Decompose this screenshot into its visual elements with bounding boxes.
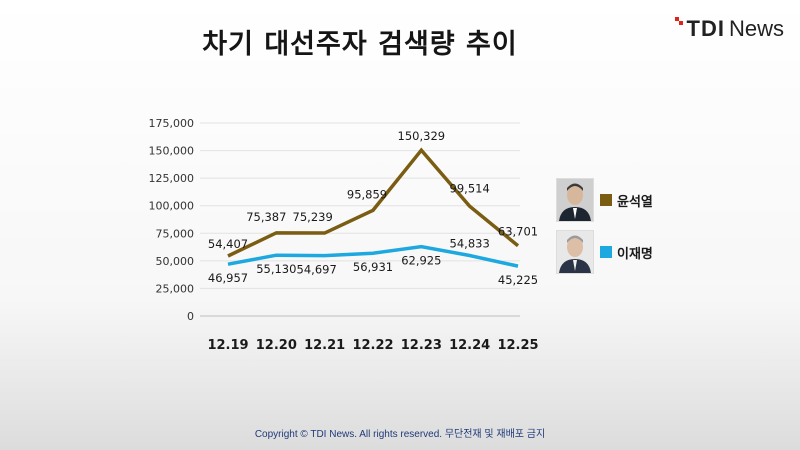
legend-swatch-yoon [600, 194, 612, 206]
legend-item-lee: 이재명 [556, 230, 653, 274]
data-label: 62,925 [401, 254, 441, 268]
data-label: 75,387 [246, 210, 286, 224]
tdi-news-logo: TDI News [674, 14, 784, 44]
series-line-yoon [227, 147, 520, 258]
y-tick-label: 125,000 [149, 172, 195, 185]
logo-tdi-text: TDI [686, 16, 725, 41]
x-tick-label: 12.19 [207, 338, 248, 353]
y-tick-label: 25,000 [156, 282, 195, 295]
candidate-photo-icon [556, 178, 594, 222]
y-tick-label: 100,000 [149, 200, 195, 213]
data-label: 150,329 [398, 129, 446, 143]
y-tick-label: 50,000 [156, 255, 195, 268]
y-tick-label: 75,000 [156, 227, 195, 240]
x-tick-label: 12.22 [352, 338, 393, 353]
legend-label-lee: 이재명 [617, 246, 653, 262]
data-label: 75,239 [293, 210, 333, 224]
y-tick-label: 0 [187, 310, 194, 323]
data-label: 95,859 [347, 187, 387, 201]
legend-item-yoon: 윤석열 [556, 178, 653, 222]
x-tick-label: 12.24 [449, 338, 490, 353]
logo-news-text: News [728, 16, 784, 41]
data-label: 63,701 [498, 225, 538, 239]
x-tick-label: 12.20 [256, 338, 297, 353]
y-tick-label: 150,000 [149, 145, 195, 158]
x-tick-label: 12.23 [401, 338, 442, 353]
chart-title: 차기 대선주자 검색량 추이 [202, 29, 518, 60]
legend-swatch-lee [600, 246, 612, 258]
y-tick-label: 175,000 [149, 117, 195, 130]
series-line-lee [227, 244, 519, 268]
data-label: 55,130 [256, 262, 296, 276]
data-label: 45,225 [498, 273, 538, 287]
logo-mark-icon [674, 17, 685, 41]
data-label: 56,931 [353, 260, 393, 274]
data-label: 54,407 [208, 237, 248, 251]
legend-label-yoon: 윤석열 [617, 194, 653, 210]
x-tick-label: 12.21 [304, 338, 345, 353]
copyright-footer: Copyright © TDI News. All rights reserve… [254, 429, 546, 440]
data-label: 54,833 [450, 237, 490, 251]
data-label: 54,697 [297, 263, 337, 277]
data-label: 46,957 [208, 271, 248, 285]
x-tick-label: 12.25 [497, 338, 538, 353]
candidate-photo-icon [556, 230, 594, 274]
data-label: 99,514 [450, 181, 490, 195]
